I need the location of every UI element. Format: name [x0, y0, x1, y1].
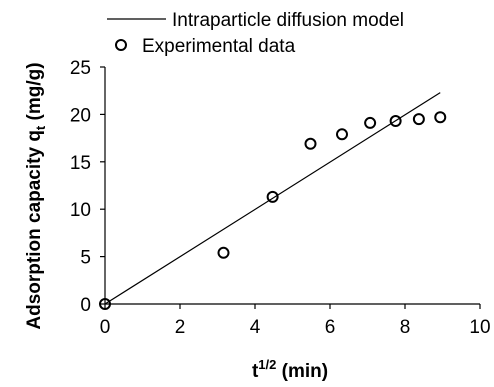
legend: Intraparticle diffusion model Experiment…	[98, 3, 493, 59]
y-tick-label: 10	[70, 200, 91, 221]
y-axis-title-unit: (mg/g)	[24, 62, 45, 125]
legend-box	[98, 3, 493, 59]
legend-label-model: Intraparticle diffusion model	[172, 10, 404, 31]
x-tick-label: 6	[325, 317, 336, 338]
x-axis-title-unit: (min)	[276, 361, 328, 382]
y-axis-title-subscript: t	[33, 125, 48, 130]
x-tick-label: 4	[250, 317, 261, 338]
data-point	[364, 116, 377, 129]
y-tick-label: 25	[70, 58, 91, 79]
data-point	[304, 137, 317, 150]
x-axis-title-main: t	[252, 361, 259, 382]
axes: 0 5 10 15 20 25 0 2 4 6 8 10	[70, 58, 491, 338]
data-point	[412, 113, 425, 126]
y-tick-label: 20	[70, 105, 91, 126]
data-point	[336, 128, 348, 141]
data-point	[99, 298, 111, 310]
x-tick-label: 0	[100, 317, 111, 338]
plot-marks	[99, 92, 447, 310]
x-axis-title-superscript: 1/2	[258, 357, 276, 372]
y-tick-label: 0	[80, 295, 91, 316]
data-point	[217, 246, 230, 259]
x-tick-label: 2	[175, 317, 186, 338]
data-point	[389, 115, 402, 128]
x-tick-label: 8	[400, 317, 411, 338]
y-tick-label: 15	[70, 153, 91, 174]
y-tick-label: 5	[80, 248, 91, 269]
model-line	[104, 92, 441, 305]
y-axis-title-main: Adsorption capacity q	[24, 130, 45, 330]
data-point	[434, 111, 447, 124]
legend-label-experimental: Experimental data	[142, 36, 296, 57]
y-axis-title: Adsorption capacity qt (mg/g)	[24, 62, 48, 329]
x-tick-label: 10	[469, 317, 490, 338]
data-point	[266, 190, 279, 203]
x-axis-title: t1/2 (min)	[252, 357, 328, 382]
legend-marker-swatch	[115, 39, 127, 51]
